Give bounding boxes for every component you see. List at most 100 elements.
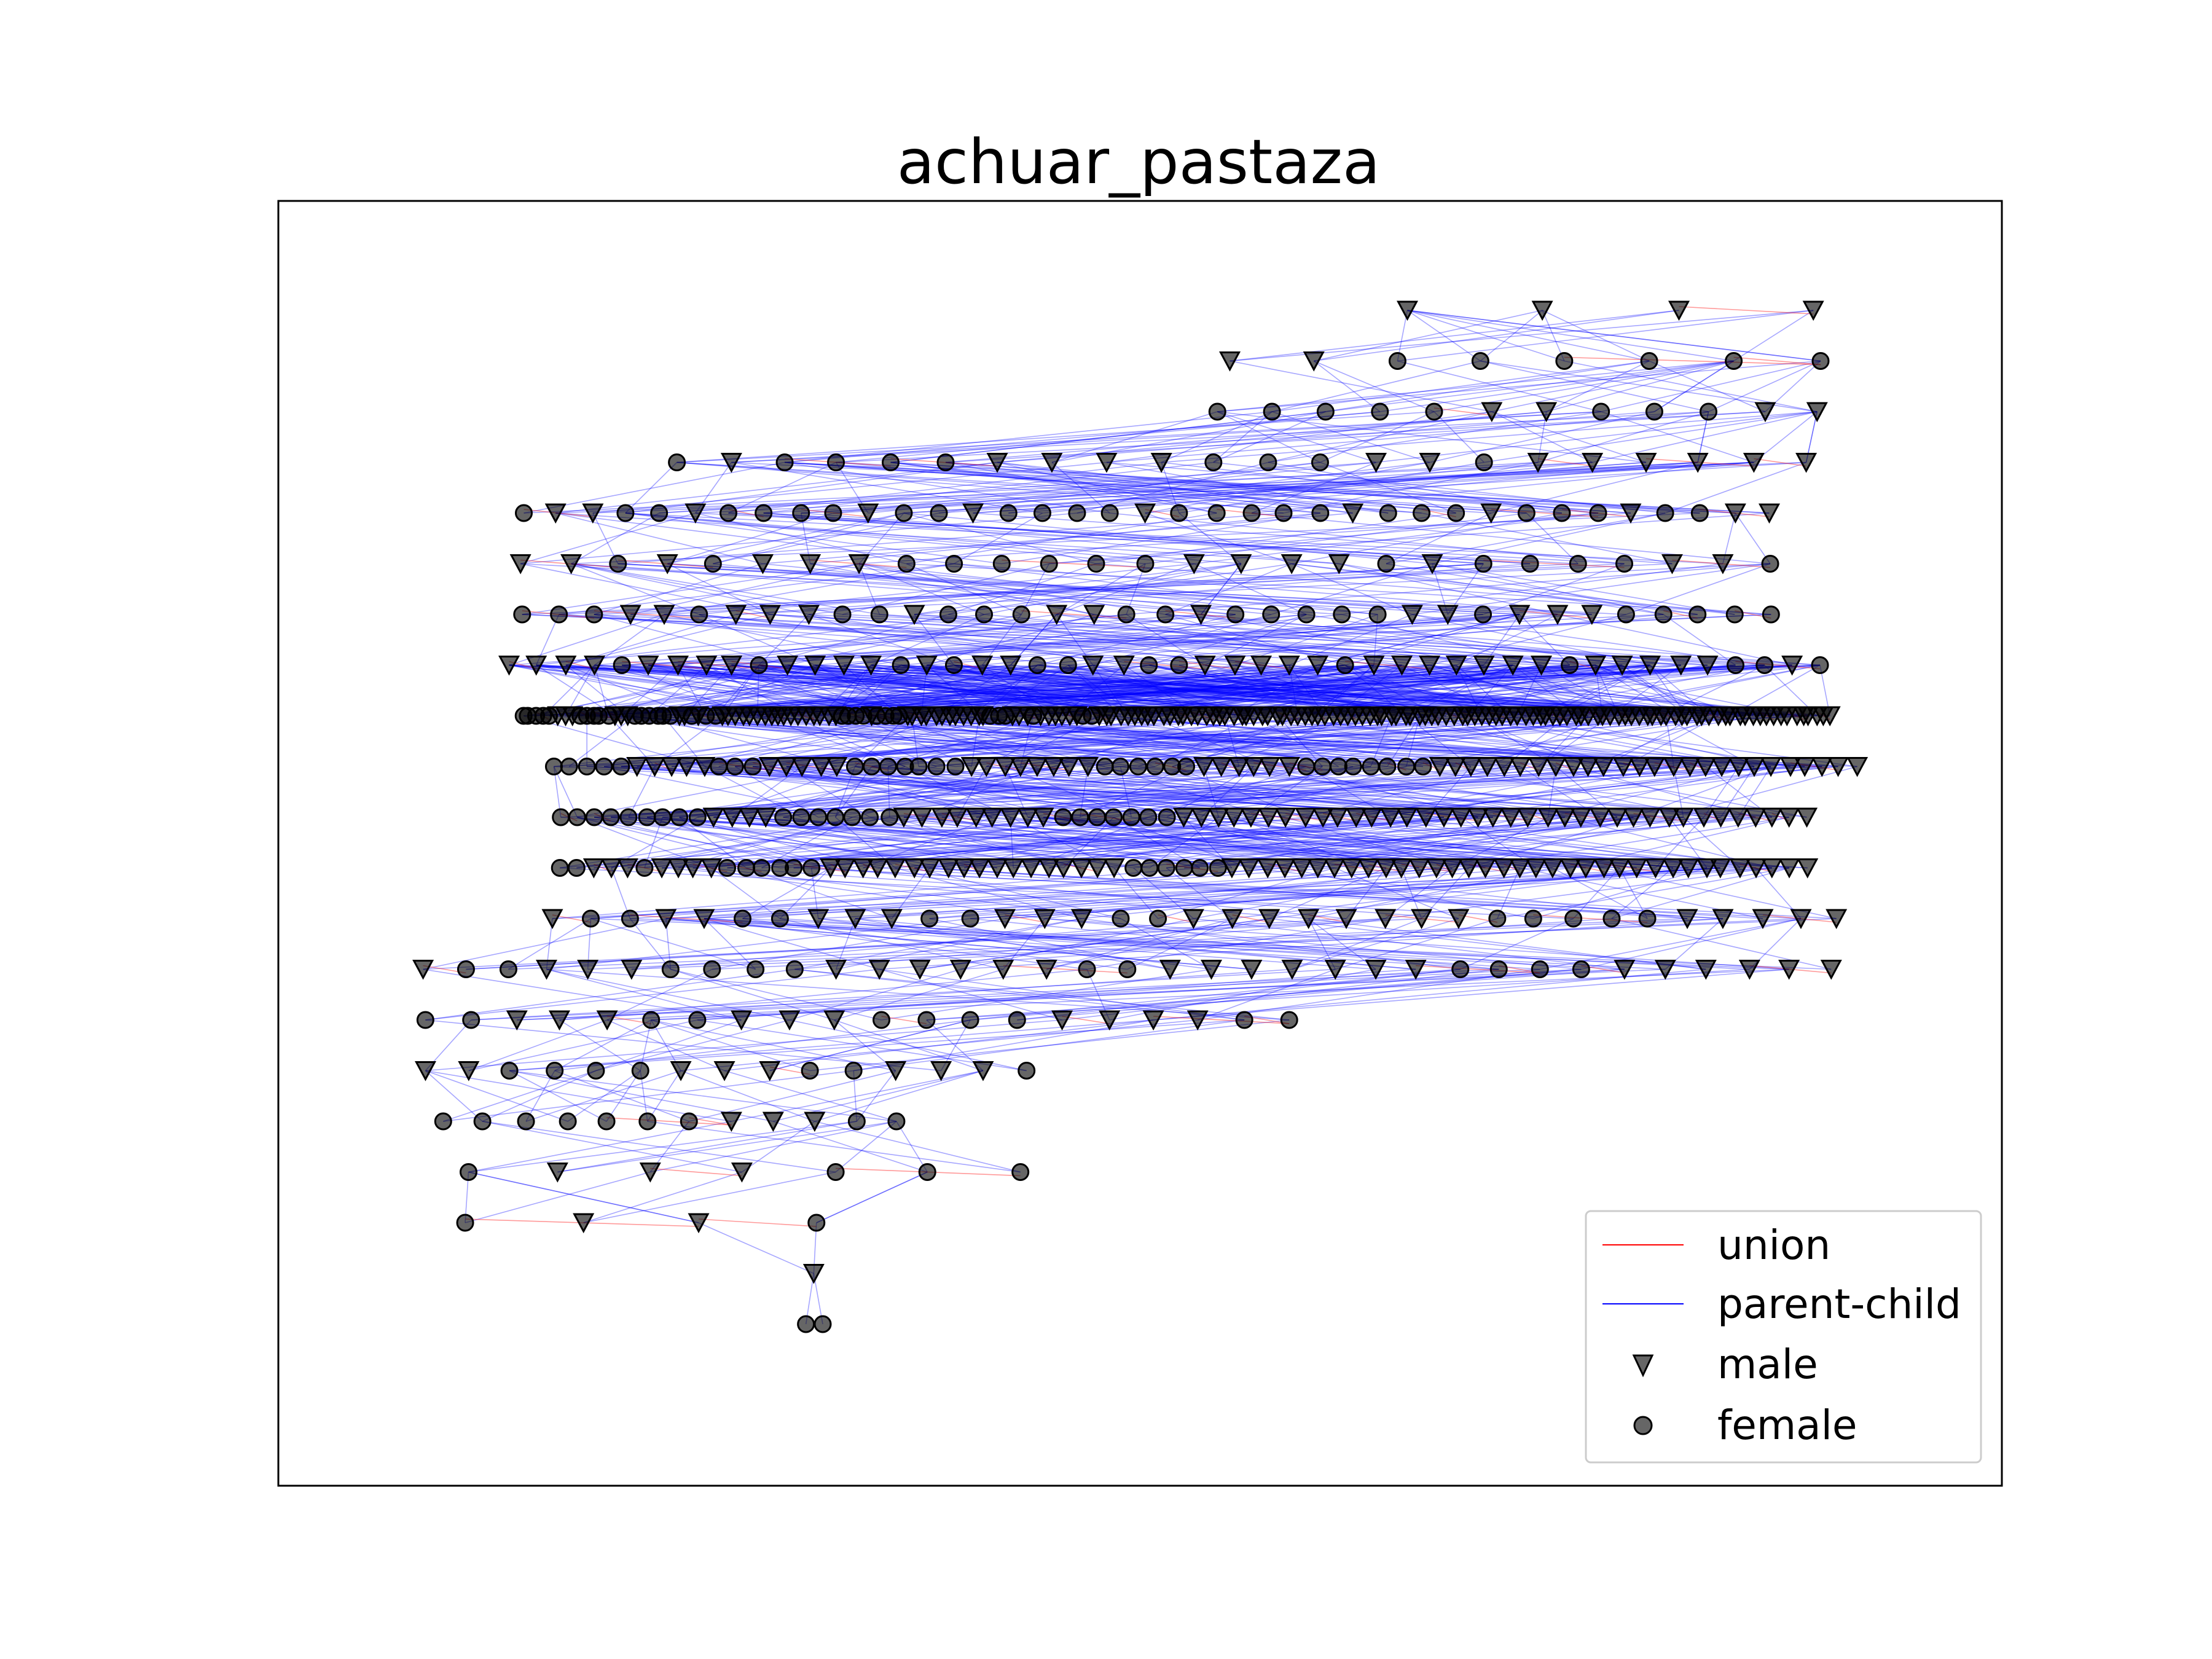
female-node <box>1654 605 1673 624</box>
female-node <box>1592 402 1610 421</box>
female-node <box>613 656 631 674</box>
parent-child-edge <box>855 918 1171 970</box>
parent-child-edge <box>890 411 1326 463</box>
male-node <box>1335 909 1357 930</box>
male-node <box>1582 453 1604 473</box>
male-node <box>582 503 604 524</box>
female-node <box>1333 605 1351 624</box>
parent-child-edge <box>1654 360 1735 412</box>
parent-child-edge <box>1126 563 1146 615</box>
union-edge <box>1401 863 1453 873</box>
male-node <box>1531 656 1553 676</box>
male-node <box>1307 858 1329 879</box>
male-node <box>682 858 704 879</box>
parent-child-edge <box>571 563 700 615</box>
female-node <box>733 909 751 928</box>
parent-child-edge <box>625 512 1002 565</box>
parent-child-edge <box>821 715 1446 767</box>
parent-child-edge <box>914 614 955 665</box>
male-node <box>758 757 780 777</box>
male-node <box>1032 807 1054 828</box>
male-node <box>1445 757 1467 777</box>
male-node <box>1644 858 1666 879</box>
parent-child-edge <box>1096 512 1456 565</box>
female-node <box>612 758 630 775</box>
male-node <box>1760 757 1782 777</box>
male-node <box>1663 757 1685 777</box>
parent-child-edge <box>1096 563 1771 615</box>
parent-child-edge <box>606 968 713 1021</box>
male-node <box>1281 960 1303 980</box>
male-node <box>1781 656 1803 676</box>
male-node <box>1086 858 1108 879</box>
female-node <box>1274 504 1293 522</box>
legend-entry-male: male <box>1632 1341 1818 1388</box>
female-node <box>1226 605 1245 624</box>
female-node <box>1054 808 1072 826</box>
parent-child-edge <box>906 563 1022 615</box>
parent-child-edge <box>425 968 795 1021</box>
female-node <box>895 504 913 522</box>
female-node <box>1156 605 1175 624</box>
male-node <box>1077 757 1099 777</box>
female-node <box>1569 555 1587 573</box>
female-node <box>755 504 773 522</box>
parent-child-edge <box>1193 918 1625 970</box>
legend-entry-union: union <box>1602 1222 1830 1269</box>
female-node <box>827 453 845 471</box>
male-node <box>1480 503 1502 524</box>
male-node <box>1408 858 1430 879</box>
parent-child-edge <box>948 563 1292 615</box>
male-node <box>823 1010 845 1031</box>
parent-child-edge <box>954 512 1043 565</box>
parent-child-edge <box>945 461 1389 514</box>
parent-child-edge <box>749 664 1596 716</box>
parent-child-edge <box>659 461 1539 514</box>
parent-child-edge <box>1106 411 1709 463</box>
male-node <box>600 858 622 879</box>
male-node <box>684 503 707 524</box>
male-node <box>1752 909 1774 930</box>
parent-child-edge <box>903 461 1698 514</box>
female-node <box>587 1062 605 1080</box>
male-node <box>1673 807 1695 828</box>
male-node <box>1391 656 1413 676</box>
parent-child-edge <box>1045 918 1582 970</box>
parent-child-edge <box>1334 867 1459 919</box>
male-node <box>670 1061 692 1081</box>
male-node <box>1082 656 1104 676</box>
male-node <box>1224 656 1246 676</box>
parent-child-edge <box>1456 614 1558 666</box>
parent-child-edge <box>1708 360 1821 412</box>
female-node <box>1471 352 1489 370</box>
male-node <box>1528 757 1550 777</box>
parent-child-edge <box>1546 360 1734 412</box>
parent-child-edge <box>859 512 1631 565</box>
parent-child-edge <box>896 1121 928 1172</box>
female-node <box>792 808 810 826</box>
parent-child-edge <box>667 512 904 565</box>
parent-child-edge <box>592 461 1107 514</box>
parent-child-edge <box>704 918 1088 970</box>
female-node <box>1379 504 1397 522</box>
male-node <box>1460 757 1482 777</box>
parent-child-edge <box>1166 867 1233 919</box>
legend-union-label: union <box>1717 1222 1830 1269</box>
parent-child-edge <box>659 461 1376 514</box>
female-node <box>844 1062 863 1080</box>
legend-female-label: female <box>1717 1402 1857 1449</box>
female-node <box>881 453 900 471</box>
parent-child-edge <box>801 512 1484 565</box>
male-node <box>1223 807 1245 828</box>
male-node <box>1458 858 1480 879</box>
parent-child-edge <box>704 918 756 970</box>
male-node <box>696 656 718 676</box>
parent-child-edge <box>443 1070 854 1122</box>
parent-child-edge <box>1649 360 1766 412</box>
male-node <box>1035 960 1057 980</box>
male-node <box>1222 909 1244 930</box>
male-node <box>498 656 520 676</box>
male-node <box>1441 858 1464 879</box>
male-node <box>1341 858 1363 879</box>
male-node <box>1727 807 1749 828</box>
